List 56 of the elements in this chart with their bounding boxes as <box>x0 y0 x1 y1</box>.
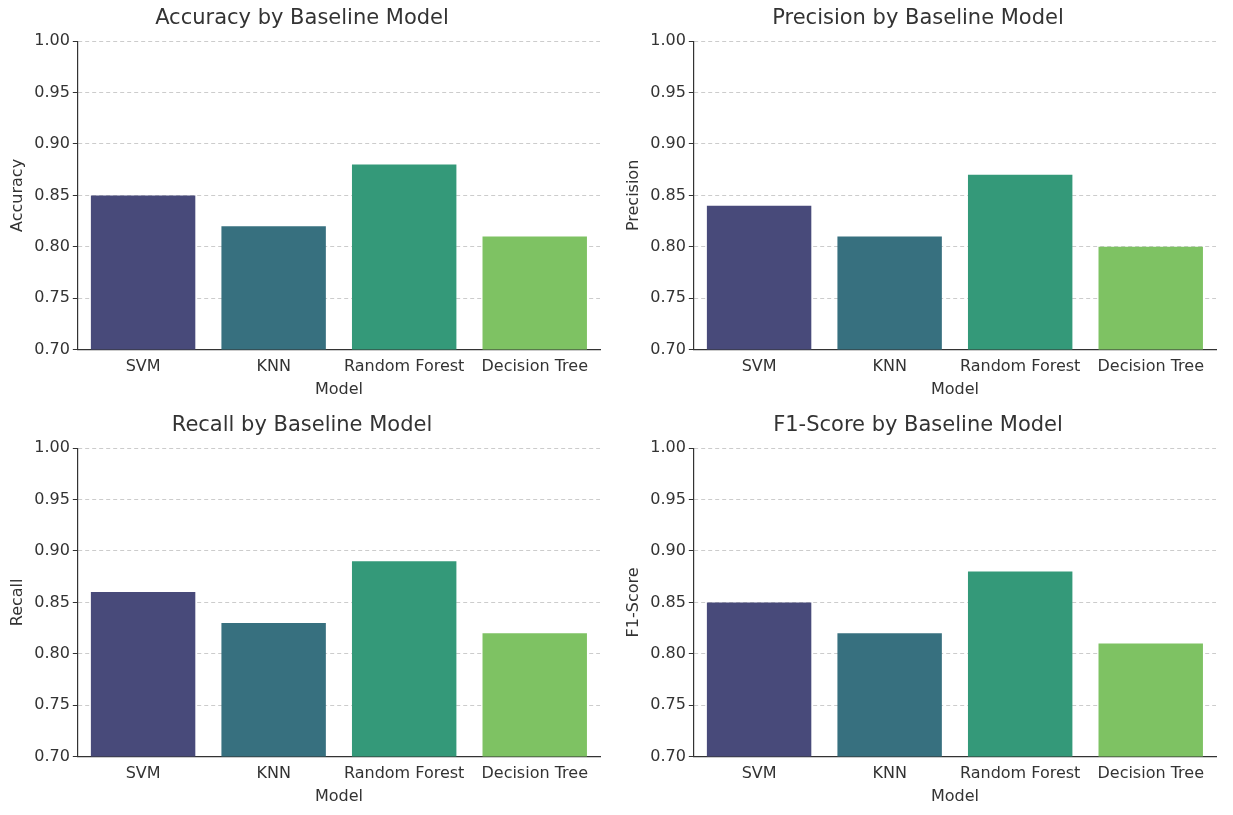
y-tick-label: 0.80 <box>650 235 686 255</box>
x-axis-title: Model <box>314 378 363 398</box>
y-tick-label: 0.80 <box>650 642 686 662</box>
x-tick-label: SVM <box>125 356 161 376</box>
y-tick-label: 0.95 <box>34 488 70 508</box>
y-tick-label: 0.90 <box>34 540 70 560</box>
y-tick-label: 0.90 <box>34 133 70 153</box>
y-tick-label: 0.80 <box>34 642 70 662</box>
y-axis-title: Accuracy <box>6 158 26 232</box>
x-axis-title: Model <box>930 785 979 805</box>
chart-title: Recall by Baseline Model <box>171 412 433 437</box>
x-axis-title: Model <box>314 785 363 805</box>
y-tick-label: 0.95 <box>650 81 686 101</box>
x-tick-label: Decision Tree <box>481 763 588 783</box>
x-tick-label: SVM <box>741 763 777 783</box>
x-tick-label: SVM <box>125 763 161 783</box>
chart-title: Precision by Baseline Model <box>772 5 1064 30</box>
y-tick-label: 0.85 <box>34 591 70 611</box>
y-tick-label: 0.75 <box>34 287 70 307</box>
x-tick-label: Decision Tree <box>1097 763 1204 783</box>
y-tick-label: 0.75 <box>34 694 70 714</box>
y-tick-label: 0.90 <box>650 133 686 153</box>
y-tick-label: 0.85 <box>650 184 686 204</box>
x-axis-title: Model <box>930 378 979 398</box>
x-tick-label: Random Forest <box>343 356 465 376</box>
chart-title: F1-Score by Baseline Model <box>773 412 1063 437</box>
y-tick-label: 0.75 <box>650 694 686 714</box>
y-axis-title: F1-Score <box>622 567 642 638</box>
y-tick-label: 0.80 <box>34 235 70 255</box>
y-tick-label: 1.00 <box>650 30 686 50</box>
x-tick-label: KNN <box>872 763 907 783</box>
x-tick-label: KNN <box>256 356 291 376</box>
x-tick-label: Random Forest <box>959 356 1081 376</box>
y-tick-label: 1.00 <box>34 30 70 50</box>
y-tick-label: 0.70 <box>34 338 70 358</box>
x-tick-label: Random Forest <box>343 763 465 783</box>
y-axis-title: Recall <box>6 578 26 627</box>
y-tick-label: 0.95 <box>34 81 70 101</box>
y-tick-label: 0.90 <box>650 540 686 560</box>
y-axis-title: Precision <box>622 159 642 232</box>
y-tick-label: 0.85 <box>650 591 686 611</box>
y-tick-label: 0.70 <box>650 338 686 358</box>
y-tick-label: 0.70 <box>34 745 70 765</box>
y-tick-label: 1.00 <box>34 437 70 457</box>
x-tick-label: Decision Tree <box>1097 356 1204 376</box>
x-tick-label: Decision Tree <box>481 356 588 376</box>
x-tick-label: SVM <box>741 356 777 376</box>
y-tick-label: 0.95 <box>650 488 686 508</box>
y-tick-label: 1.00 <box>650 437 686 457</box>
x-tick-label: KNN <box>256 763 291 783</box>
y-tick-label: 0.70 <box>650 745 686 765</box>
x-tick-label: Random Forest <box>959 763 1081 783</box>
chart-title: Accuracy by Baseline Model <box>155 5 449 30</box>
x-tick-label: KNN <box>872 356 907 376</box>
y-tick-label: 0.75 <box>650 287 686 307</box>
y-tick-label: 0.85 <box>34 184 70 204</box>
